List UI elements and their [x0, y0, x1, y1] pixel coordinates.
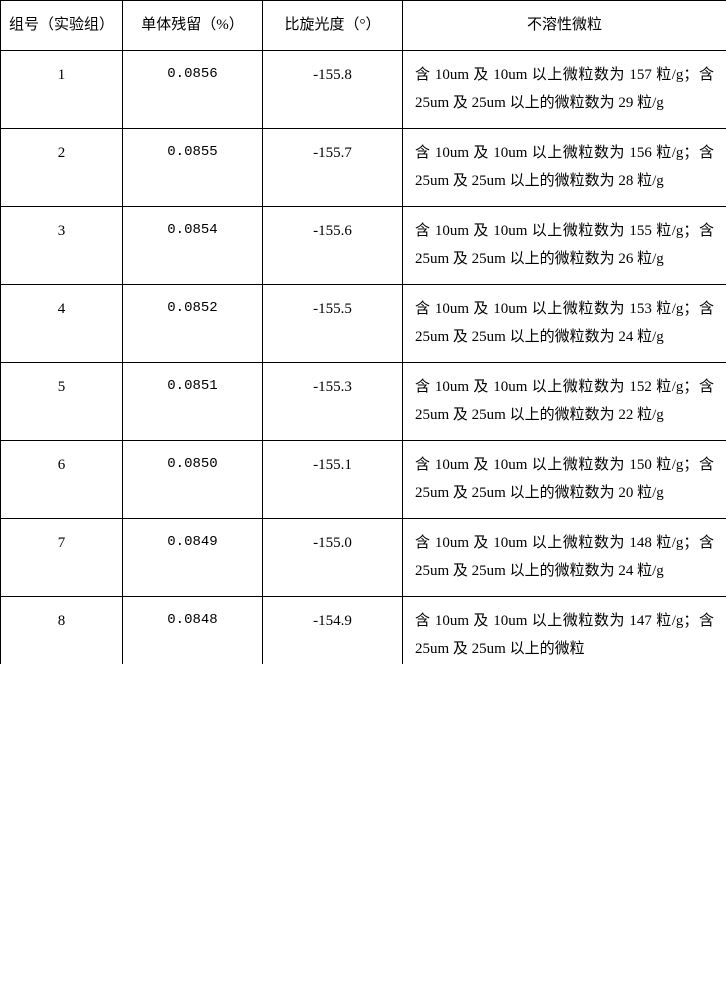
cell-rotation: -155.0: [263, 518, 403, 596]
table-row: 6 0.0850 -155.1 含 10um 及 10um 以上微粒数为 150…: [1, 440, 726, 518]
table-row: 1 0.0856 -155.8 含 10um 及 10um 以上微粒数为 157…: [1, 50, 726, 128]
header-rotation: 比旋光度（°）: [263, 1, 403, 51]
table-row: 7 0.0849 -155.0 含 10um 及 10um 以上微粒数为 148…: [1, 518, 726, 596]
cell-monomer: 0.0854: [123, 206, 263, 284]
experiment-data-table: 组号（实验组） 单体残留（%） 比旋光度（°） 不溶性微粒 1 0.0856 -…: [0, 0, 726, 664]
table-row: 5 0.0851 -155.3 含 10um 及 10um 以上微粒数为 152…: [1, 362, 726, 440]
cell-rotation: -155.6: [263, 206, 403, 284]
cell-group: 6: [1, 440, 123, 518]
cell-particles: 含 10um 及 10um 以上微粒数为 148 粒/g；含 25um 及 25…: [403, 518, 726, 596]
cell-group: 3: [1, 206, 123, 284]
table-row: 2 0.0855 -155.7 含 10um 及 10um 以上微粒数为 156…: [1, 128, 726, 206]
cell-monomer: 0.0855: [123, 128, 263, 206]
cell-rotation: -154.9: [263, 596, 403, 664]
cell-particles: 含 10um 及 10um 以上微粒数为 147 粒/g；含 25um 及 25…: [403, 596, 726, 664]
header-particles: 不溶性微粒: [403, 1, 726, 51]
cell-particles: 含 10um 及 10um 以上微粒数为 157 粒/g；含 25um 及 25…: [403, 50, 726, 128]
cell-group: 5: [1, 362, 123, 440]
cell-monomer: 0.0849: [123, 518, 263, 596]
cell-particles: 含 10um 及 10um 以上微粒数为 156 粒/g；含 25um 及 25…: [403, 128, 726, 206]
table-row: 8 0.0848 -154.9 含 10um 及 10um 以上微粒数为 147…: [1, 596, 726, 664]
cell-rotation: -155.1: [263, 440, 403, 518]
cell-rotation: -155.8: [263, 50, 403, 128]
cell-particles: 含 10um 及 10um 以上微粒数为 153 粒/g；含 25um 及 25…: [403, 284, 726, 362]
cell-monomer: 0.0850: [123, 440, 263, 518]
cell-monomer: 0.0856: [123, 50, 263, 128]
cell-rotation: -155.5: [263, 284, 403, 362]
cell-rotation: -155.3: [263, 362, 403, 440]
table-row: 4 0.0852 -155.5 含 10um 及 10um 以上微粒数为 153…: [1, 284, 726, 362]
cell-monomer: 0.0851: [123, 362, 263, 440]
cell-group: 2: [1, 128, 123, 206]
table-body: 1 0.0856 -155.8 含 10um 及 10um 以上微粒数为 157…: [1, 50, 726, 664]
cell-group: 4: [1, 284, 123, 362]
cell-particles: 含 10um 及 10um 以上微粒数为 155 粒/g；含 25um 及 25…: [403, 206, 726, 284]
cell-group: 8: [1, 596, 123, 664]
header-row: 组号（实验组） 单体残留（%） 比旋光度（°） 不溶性微粒: [1, 1, 726, 51]
header-group: 组号（实验组）: [1, 1, 123, 51]
table-header: 组号（实验组） 单体残留（%） 比旋光度（°） 不溶性微粒: [1, 1, 726, 51]
cell-monomer: 0.0852: [123, 284, 263, 362]
cell-group: 1: [1, 50, 123, 128]
cell-particles: 含 10um 及 10um 以上微粒数为 152 粒/g；含 25um 及 25…: [403, 362, 726, 440]
cell-group: 7: [1, 518, 123, 596]
header-monomer: 单体残留（%）: [123, 1, 263, 51]
cell-monomer: 0.0848: [123, 596, 263, 664]
cell-rotation: -155.7: [263, 128, 403, 206]
table-row: 3 0.0854 -155.6 含 10um 及 10um 以上微粒数为 155…: [1, 206, 726, 284]
cell-particles: 含 10um 及 10um 以上微粒数为 150 粒/g；含 25um 及 25…: [403, 440, 726, 518]
